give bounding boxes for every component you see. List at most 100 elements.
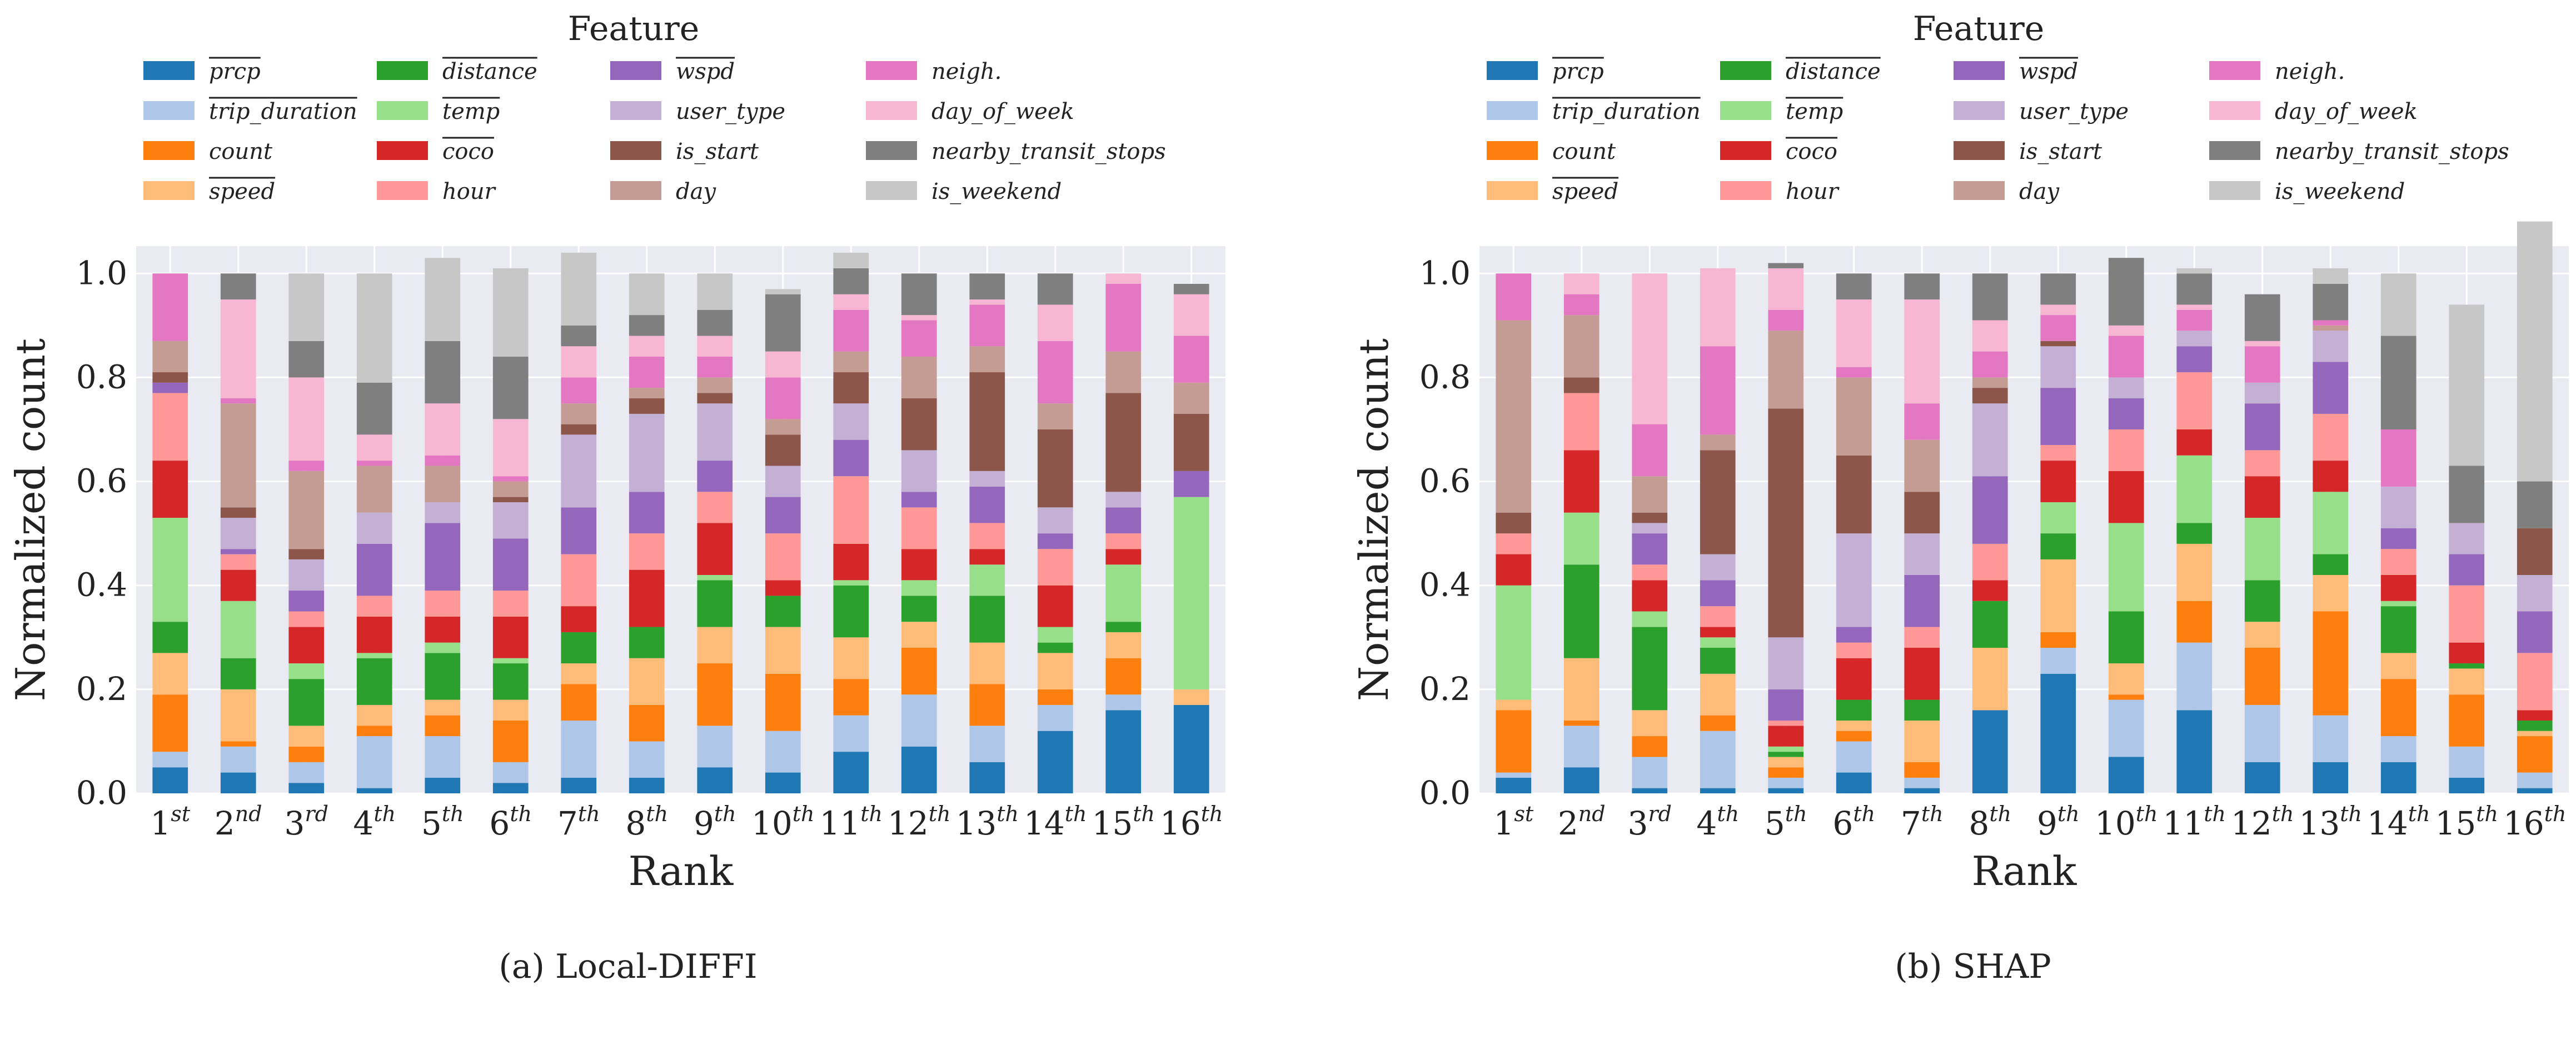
- bar-rank-11: [833, 252, 869, 793]
- bar-segment-trip_duration: [152, 752, 188, 768]
- x-tick-label: 6th: [489, 802, 532, 842]
- legend-label: nearby_transit_stops: [931, 139, 1166, 164]
- bar-segment-is_start: [1173, 413, 1209, 471]
- bar-rank-15: [2449, 304, 2485, 793]
- bar-segment-trip_duration: [901, 694, 937, 747]
- x-tick-label: 6th: [1832, 802, 1875, 842]
- bar-segment-trip_duration: [2108, 699, 2144, 757]
- bar-segment-is_weekend: [2313, 268, 2349, 284]
- x-tick-label: 3rd: [1628, 802, 1672, 842]
- legend-label: neigh.: [2275, 59, 2345, 84]
- x-tick-label: 12th: [2231, 802, 2294, 842]
- bar-segment-count: [833, 679, 869, 716]
- bar-segment-user_type: [2380, 486, 2416, 528]
- bar-segment-user_type: [629, 413, 665, 492]
- legend-swatch: [610, 101, 661, 120]
- bar-rank-15: [1105, 273, 1142, 793]
- legend-label: coco: [1786, 139, 1837, 164]
- x-tick-label: 8th: [625, 802, 668, 842]
- bar-segment-coco: [152, 461, 188, 518]
- bar-segment-distance: [901, 596, 937, 622]
- bar-segment-nearby_transit_stops: [1972, 273, 2008, 321]
- bar-segment-is_weekend: [833, 252, 869, 268]
- bar-segment-nearby_transit_stops: [2380, 336, 2416, 429]
- bar-segment-trip_duration: [220, 746, 256, 773]
- y-tick-label: 0.6: [1419, 462, 1471, 500]
- bar-segment-wspd: [1632, 533, 1668, 565]
- y-tick-label: 0.2: [1419, 670, 1471, 708]
- bar-segment-neigh: [1700, 346, 1736, 435]
- legend-item-is_start: is_start: [610, 139, 759, 164]
- bar-segment-distance: [492, 663, 529, 700]
- legend-label: is_weekend: [2275, 179, 2405, 204]
- bar-segment-speed: [1563, 658, 1600, 721]
- bar-segment-distance: [1632, 627, 1668, 711]
- y-tick-label: 0.6: [76, 462, 127, 500]
- bar-segment-count: [1105, 658, 1142, 695]
- legend-swatch: [143, 141, 195, 160]
- bar-segment-temp: [2108, 523, 2144, 612]
- bar-segment-trip_duration: [1037, 704, 1073, 731]
- bar-segment-count: [1700, 715, 1736, 731]
- bar-segment-hour: [1105, 533, 1142, 549]
- bar-segment-prcp: [2449, 777, 2485, 793]
- bar-segment-is_start: [220, 507, 256, 518]
- bar-segment-neigh: [561, 377, 597, 404]
- bar-segment-wspd: [425, 523, 461, 591]
- bar-segment-day_of_week: [833, 294, 869, 310]
- legend-item-neigh: neigh.: [866, 59, 1001, 84]
- bar-segment-wspd: [288, 591, 325, 612]
- bar-segment-temp: [152, 518, 188, 622]
- bar-segment-neigh: [697, 356, 733, 378]
- bar-segment-count: [152, 694, 188, 752]
- bar-segment-hour: [1700, 606, 1736, 627]
- bar-segment-prcp: [2380, 762, 2416, 793]
- bar-segment-neigh: [1105, 283, 1142, 352]
- bar-segment-trip_duration: [1496, 772, 1532, 778]
- bar-segment-prcp: [2176, 710, 2213, 793]
- bar-segment-speed: [765, 627, 801, 674]
- legend-label: prcp: [209, 59, 261, 84]
- bar-segment-coco: [697, 523, 733, 575]
- bar-segment-wspd: [2040, 388, 2076, 446]
- legend-item-user_type: user_type: [610, 99, 785, 124]
- bar-segment-wspd: [1972, 476, 2008, 544]
- bar-segment-trip_duration: [425, 736, 461, 778]
- bar-segment-hour: [2380, 549, 2416, 575]
- bar-segment-neigh: [356, 461, 392, 466]
- bar-segment-nearby_transit_stops: [288, 341, 325, 378]
- bar-segment-temp: [425, 642, 461, 653]
- bar-segment-day: [1105, 351, 1142, 393]
- bar-segment-speed: [288, 726, 325, 747]
- bar-segment-distance: [1768, 752, 1804, 757]
- legend-title: Feature: [568, 9, 700, 48]
- bar-segment-is_start: [1768, 408, 1804, 638]
- bar-segment-day: [1563, 315, 1600, 378]
- y-tick-label: 0.2: [76, 670, 127, 708]
- bar-rank-3: [1632, 273, 1668, 793]
- legend-item-prcp: prcp: [143, 57, 261, 84]
- legend-item-is_weekend: is_weekend: [2209, 179, 2405, 204]
- bar-segment-hour: [1836, 642, 1872, 658]
- y-tick-label: 1.0: [1419, 254, 1471, 292]
- bar-segment-count: [2176, 601, 2213, 643]
- legend-swatch: [866, 141, 917, 160]
- bar-segment-temp: [356, 653, 392, 658]
- bar-segment-day: [220, 403, 256, 508]
- bar-segment-speed: [2313, 574, 2349, 612]
- legend-item-day_of_week: day_of_week: [2209, 99, 2418, 124]
- bar-segment-user_type: [288, 559, 325, 591]
- y-tick-label: 0.4: [1419, 566, 1471, 604]
- bar-segment-user_type: [2449, 523, 2485, 554]
- bar-segment-hour: [969, 523, 1005, 549]
- bar-rank-11: [2176, 268, 2213, 793]
- bar-rank-2: [220, 273, 256, 793]
- bar-segment-count: [2380, 679, 2416, 737]
- bar-segment-neigh: [969, 304, 1005, 347]
- bar-segment-hour: [1563, 393, 1600, 451]
- x-tick-label: 14th: [2367, 802, 2430, 842]
- x-tick-label: 14th: [1024, 802, 1087, 842]
- bar-segment-temp: [2176, 455, 2213, 523]
- legend-item-user_type: user_type: [1954, 99, 2129, 124]
- bar-segment-day: [492, 481, 529, 497]
